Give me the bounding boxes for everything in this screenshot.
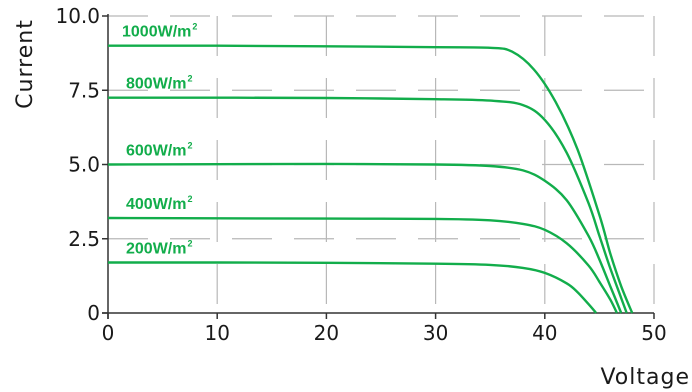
y-tick-label: 5.0 — [68, 153, 100, 177]
series-label-superscript: 2 — [187, 74, 192, 84]
x-tick-label: 40 — [532, 321, 557, 345]
series-label: 400W/m — [126, 196, 186, 213]
y-tick-label: 7.5 — [68, 78, 100, 102]
y-tick-label: 0 — [87, 301, 100, 325]
series-line — [107, 162, 623, 314]
x-tick-label: 50 — [641, 321, 666, 345]
series-label-superscript: 2 — [187, 239, 192, 249]
series-line — [107, 96, 628, 314]
series-label-superscript: 2 — [187, 141, 192, 151]
series-label: 200W/m — [126, 241, 186, 258]
y-tick-label: 10.0 — [55, 4, 100, 28]
y-axis-ticks: 0 2.5 5.0 7.5 10.0 — [55, 4, 108, 325]
x-tick-label: 30 — [423, 321, 448, 345]
series-line — [107, 216, 618, 314]
x-tick-label: 20 — [314, 321, 339, 345]
series-line — [108, 261, 598, 314]
x-tick-label: 0 — [102, 321, 115, 345]
y-tick-label: 2.5 — [68, 227, 100, 251]
series-label: 1000W/m — [122, 24, 191, 41]
series-label-superscript: 2 — [187, 194, 192, 204]
series-label-superscript: 2 — [192, 22, 197, 32]
series-lines — [107, 44, 634, 314]
x-axis-title: Voltage — [600, 365, 690, 390]
y-axis-title: Current — [13, 19, 38, 109]
x-axis-ticks: 0 10 20 30 40 50 — [102, 313, 667, 345]
x-tick-label: 10 — [204, 321, 229, 345]
series-line — [107, 44, 634, 314]
axes — [102, 14, 654, 319]
series-label: 600W/m — [126, 143, 186, 160]
series-label: 800W/m — [126, 76, 186, 93]
